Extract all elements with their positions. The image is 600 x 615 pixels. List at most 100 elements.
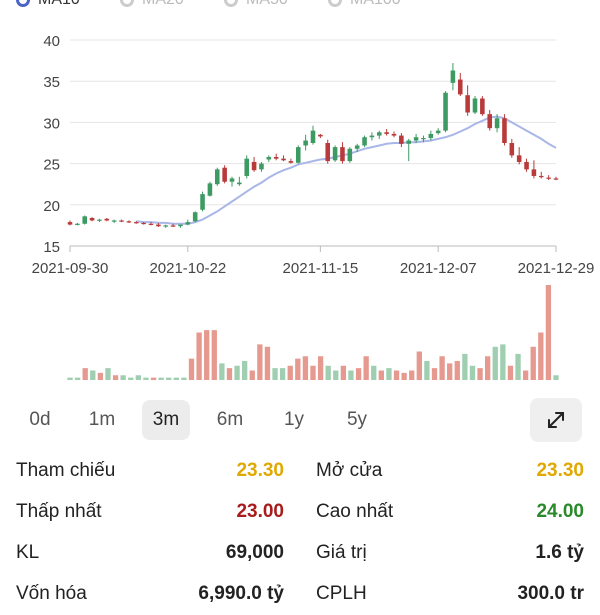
volume-bar <box>120 375 126 380</box>
range-tab-5y[interactable]: 5y <box>346 409 368 430</box>
candle-body <box>428 133 434 139</box>
candle-body <box>531 169 537 176</box>
candle-body <box>509 143 515 156</box>
stat-value-high: 24.00 <box>536 501 584 522</box>
candle-body <box>443 92 448 131</box>
legend-ma20[interactable]: MA20 <box>120 0 184 12</box>
stat-label-low: Thấp nhất <box>16 501 102 522</box>
candle-body <box>472 98 478 113</box>
candle-body <box>126 221 132 223</box>
legend-ma100[interactable]: MA100 <box>328 0 401 12</box>
candle-body <box>399 135 404 144</box>
stat-label-value: Giá trị <box>316 542 367 563</box>
volume-bar <box>105 368 111 380</box>
candle-body <box>340 147 345 162</box>
stat-row: Vốn hóa 6,990.0 tỷ CPLH 300.0 tr <box>0 575 600 615</box>
volume-bar <box>439 356 445 380</box>
candle-body <box>450 70 456 83</box>
candle-body <box>288 161 294 163</box>
legend-label: MA50 <box>246 0 288 9</box>
range-tab-6m[interactable]: 6m <box>216 409 244 430</box>
legend-ma50[interactable]: MA50 <box>224 0 288 12</box>
candle-body <box>281 158 286 161</box>
candle-body <box>546 177 551 179</box>
candle-body <box>75 223 80 225</box>
candle-body <box>362 137 367 146</box>
volume-bar <box>363 356 369 380</box>
volume-bar <box>401 372 407 380</box>
volume-bar <box>234 365 240 380</box>
x-tick-label: 2021-12-29 <box>518 260 595 277</box>
volume-bar <box>500 344 506 380</box>
y-tick-label: 35 <box>43 74 60 91</box>
volume-bar <box>522 370 529 380</box>
candle-body <box>89 217 95 221</box>
volume-bar <box>424 361 430 380</box>
stat-value-ref: 23.30 <box>236 460 284 481</box>
stat-value-shares: 300.0 tr <box>517 583 584 604</box>
volume-bar <box>447 363 453 380</box>
candle-body <box>200 194 205 210</box>
stat-label-high: Cao nhất <box>316 501 394 522</box>
candle-body <box>192 212 198 222</box>
candle-body <box>369 135 375 138</box>
candle-body <box>295 147 301 163</box>
volume-bar <box>295 358 301 380</box>
volume-bar <box>507 365 514 380</box>
stat-value-volume: 69,000 <box>225 542 284 563</box>
volume-bar <box>188 358 195 380</box>
volume-bar <box>530 346 536 380</box>
x-tick-label: 2021-09-30 <box>32 260 109 277</box>
y-tick-label: 15 <box>43 239 60 256</box>
volume-bar <box>340 365 347 380</box>
radio-icon <box>16 0 30 7</box>
legend-ma10[interactable]: MA10 <box>16 0 80 12</box>
range-tab-0d[interactable]: 0d <box>29 409 51 430</box>
volume-bar <box>333 370 339 380</box>
stat-value-open: 23.30 <box>536 460 584 481</box>
range-tab-1y[interactable]: 1y <box>283 409 305 430</box>
candle-body <box>67 222 73 225</box>
volume-bar <box>204 330 210 380</box>
candle-body <box>214 169 220 185</box>
volume-bar <box>166 377 172 380</box>
candle-body <box>141 222 146 225</box>
candle-body <box>148 223 154 225</box>
range-tab-3m[interactable]: 3m <box>142 400 190 440</box>
volume-bar <box>431 368 438 380</box>
stat-value-low: 23.00 <box>236 501 284 522</box>
volume-bar <box>409 370 415 380</box>
candle-body <box>104 218 110 221</box>
volume-bar <box>226 368 233 380</box>
candle-body <box>465 95 470 113</box>
volume-bar <box>553 375 559 380</box>
volume-bar <box>317 356 324 380</box>
volume-bar <box>67 377 73 380</box>
candle-body <box>273 157 279 159</box>
volume-bar <box>484 356 491 380</box>
volume-bar <box>211 330 217 380</box>
volume-bar <box>279 368 286 380</box>
price-chart[interactable]: 40 35 30 25 20 15 2021-09-30 2021-10-22 2021-11-… <box>0 0 600 392</box>
candle-body <box>97 219 102 221</box>
volume-bar <box>325 365 331 380</box>
candle-body <box>325 143 331 162</box>
volume-bar <box>264 346 271 380</box>
volume-bar <box>545 285 552 380</box>
volume-bar <box>416 351 422 380</box>
volume-bar <box>371 365 377 380</box>
volume-bar <box>181 377 187 380</box>
candle-body <box>538 175 544 178</box>
y-tick-label: 30 <box>43 115 60 132</box>
y-tick-label: 20 <box>43 198 60 215</box>
stat-label-shares: CPLH <box>316 583 367 604</box>
candle-body <box>119 220 124 222</box>
candle-body <box>487 114 493 129</box>
range-tab-1m[interactable]: 1m <box>88 409 116 430</box>
stat-label-open: Mở cửa <box>316 460 383 481</box>
expand-button[interactable] <box>530 398 582 442</box>
volume-bar <box>97 372 104 380</box>
ma10-line <box>136 115 557 225</box>
volume-bar <box>454 361 460 380</box>
candle-body <box>435 130 441 134</box>
